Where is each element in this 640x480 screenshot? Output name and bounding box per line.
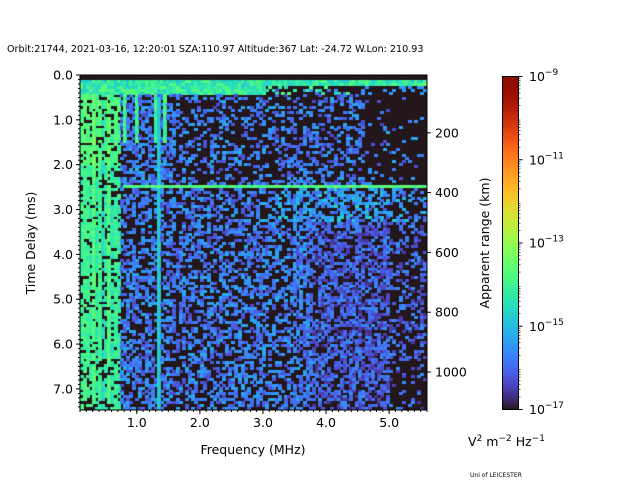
colorbar-tick-label: 10−13 <box>529 235 564 251</box>
x-tick-label: 4.0 <box>316 415 336 430</box>
y2-tick-label: 800 <box>435 305 459 320</box>
y-tick-label: 1.0 <box>53 112 73 127</box>
y2-tick-label: 400 <box>435 185 459 200</box>
colorbar-frame <box>502 76 519 410</box>
y2-tick-label: 200 <box>435 125 459 140</box>
credit-text: Uni of LEICESTER <box>470 472 522 479</box>
chart-title: Orbit:21744, 2021-03-16, 12:20:01 SZA:11… <box>7 44 424 55</box>
y-tick-label: 2.0 <box>53 157 73 172</box>
y-tick-label: 6.0 <box>53 337 73 352</box>
y2-tick-label: 1000 <box>435 364 467 379</box>
y-tick-label: 5.0 <box>53 292 73 307</box>
y-tick-label: 7.0 <box>53 381 73 396</box>
colorbar-tick-label: 10−17 <box>529 401 564 417</box>
y-tick-label: 3.0 <box>53 202 73 217</box>
y-tick-label: 4.0 <box>53 247 73 262</box>
heatmap-cells <box>80 75 427 410</box>
x-axis-label: Frequency (MHz) <box>200 442 305 457</box>
colorbar-tick-label: 10−9 <box>529 68 558 84</box>
colorbar-tick-label: 10−11 <box>529 151 564 167</box>
y2-tick-label: 600 <box>435 245 459 260</box>
x-tick-label: 1.0 <box>127 415 147 430</box>
y-axis-label: Time Delay (ms) <box>23 192 38 296</box>
colorbar-tick-label: 10−15 <box>529 318 564 334</box>
colorbar <box>502 76 518 410</box>
x-tick-label: 3.0 <box>253 415 273 430</box>
plot-frame <box>79 74 428 411</box>
x-tick-label: 2.0 <box>190 415 210 430</box>
y2-axis-label: Apparent range (km) <box>477 178 492 309</box>
x-tick-label: 5.0 <box>379 415 399 430</box>
y-tick-label: 0.0 <box>53 68 73 83</box>
colorbar-label: V2 m−2 Hz−1 <box>468 434 545 450</box>
